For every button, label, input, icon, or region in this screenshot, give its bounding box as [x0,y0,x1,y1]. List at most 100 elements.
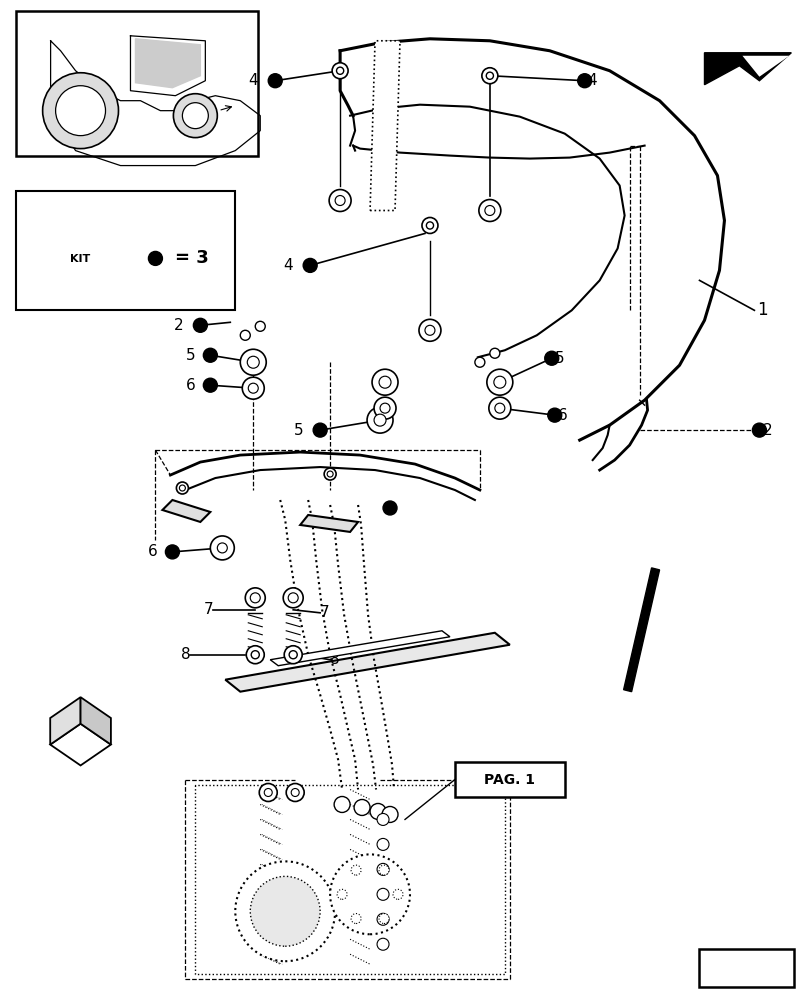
Circle shape [176,482,188,494]
Circle shape [367,407,393,433]
Circle shape [259,784,277,801]
Circle shape [327,471,333,477]
Text: 8: 8 [181,647,190,662]
Circle shape [255,321,265,331]
Circle shape [752,423,766,437]
Text: 8: 8 [330,652,339,667]
Text: PAG. 1: PAG. 1 [483,773,534,787]
Circle shape [376,938,388,950]
Circle shape [330,854,410,934]
Text: 5: 5 [294,423,303,438]
Circle shape [246,646,264,664]
Circle shape [179,485,185,491]
Text: KIT: KIT [71,254,91,264]
Circle shape [354,799,370,815]
Circle shape [379,865,388,875]
Circle shape [547,408,561,422]
Circle shape [350,914,361,924]
Bar [454,762,564,797]
Circle shape [264,789,272,796]
Circle shape [393,889,402,899]
Circle shape [376,888,388,900]
Circle shape [174,94,217,138]
Circle shape [148,251,162,265]
Circle shape [42,73,118,149]
Circle shape [493,376,505,388]
Circle shape [284,646,302,664]
Text: 6: 6 [557,408,567,423]
Circle shape [488,397,510,419]
Polygon shape [131,36,205,96]
Text: 1: 1 [757,301,767,319]
Circle shape [291,789,298,796]
Text: 6: 6 [148,544,157,559]
Circle shape [379,376,391,388]
Circle shape [484,206,494,215]
Polygon shape [50,697,80,745]
Circle shape [486,72,493,79]
Polygon shape [300,515,358,532]
Circle shape [288,593,298,603]
Circle shape [374,397,396,419]
Circle shape [328,190,350,211]
Polygon shape [162,500,210,522]
Circle shape [380,403,389,413]
Circle shape [426,222,433,229]
Text: 4: 4 [587,73,597,88]
Circle shape [250,876,320,946]
Circle shape [381,806,397,822]
Circle shape [350,865,361,875]
Circle shape [376,813,388,825]
Circle shape [337,889,346,899]
Circle shape [487,369,513,395]
Circle shape [418,319,440,341]
Polygon shape [704,53,791,85]
Circle shape [577,74,591,88]
Text: 4: 4 [248,73,258,88]
Circle shape [250,593,260,603]
Circle shape [303,258,317,272]
Circle shape [283,588,303,608]
Text: 6: 6 [186,378,195,393]
Text: 7: 7 [204,602,213,617]
Circle shape [240,349,266,375]
Polygon shape [370,41,400,210]
Circle shape [55,86,105,136]
Circle shape [376,913,388,925]
Polygon shape [225,633,509,692]
Circle shape [374,414,385,426]
Circle shape [371,369,397,395]
Circle shape [182,103,208,129]
Circle shape [247,356,259,368]
Circle shape [474,357,484,367]
Circle shape [240,330,250,340]
Text: 4: 4 [283,258,293,273]
Circle shape [422,217,437,233]
Circle shape [332,63,348,79]
Circle shape [289,651,297,659]
Circle shape [203,348,217,362]
Circle shape [379,914,388,924]
Bar [15,191,235,310]
Circle shape [335,196,345,206]
Text: 5: 5 [554,351,564,366]
Circle shape [376,863,388,875]
Circle shape [268,74,282,88]
Circle shape [235,861,335,961]
Circle shape [285,784,304,801]
Circle shape [165,545,179,559]
Circle shape [242,377,264,399]
Text: = 3: = 3 [175,249,209,267]
Circle shape [251,651,259,659]
Circle shape [193,318,207,332]
Text: 5: 5 [186,348,195,363]
Circle shape [494,403,504,413]
Circle shape [333,796,350,812]
Circle shape [336,67,343,74]
Circle shape [478,200,500,221]
Circle shape [544,351,558,365]
Polygon shape [270,631,449,666]
Circle shape [217,543,227,553]
Polygon shape [741,56,788,77]
Bar [698,949,793,987]
